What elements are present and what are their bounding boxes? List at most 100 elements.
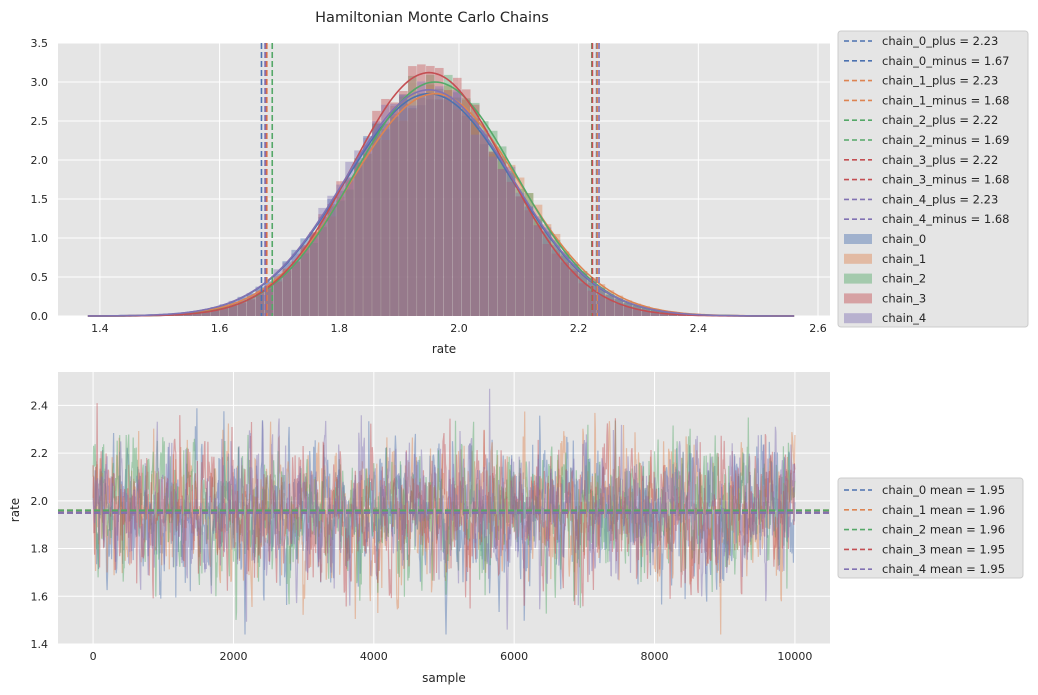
histogram-bar-chain_0 — [327, 198, 336, 316]
histogram-bar-chain_1 — [264, 285, 274, 316]
histogram-bar-chain_3 — [381, 98, 390, 317]
histogram-bar-chain_2 — [444, 74, 453, 316]
histogram-bar-chain_0 — [318, 216, 327, 316]
histogram-bar-chain_0 — [470, 118, 480, 316]
histogram-tick-labels: 1.4 1.6 1.8 2.0 2.2 2.4 2.6 0.0 0.5 1.0 1.5 2.0 2.5 3… — [31, 37, 827, 335]
histogram-bar-chain_4 — [551, 245, 561, 316]
y-tick-label: 1.4 — [31, 638, 49, 651]
legend-entry-label: chain_1 — [882, 252, 926, 266]
histogram-bar-chain_2 — [372, 123, 381, 316]
legend-entry-label: chain_0_plus = 2.23 — [882, 34, 998, 48]
histogram-bar-chain_3 — [354, 162, 363, 316]
histogram-bar-chain_3 — [515, 196, 525, 316]
histogram-bar-chain_2 — [488, 130, 498, 316]
histogram-bar-chain_1 — [569, 263, 579, 316]
y-tick-label: 3.0 — [31, 76, 49, 89]
y-tick-label: 0.0 — [31, 310, 49, 323]
kde-curve-chain_4 — [87, 88, 795, 317]
y-tick-label: 2.2 — [31, 447, 49, 460]
histogram-bar-chain_3 — [470, 104, 480, 316]
histogram-bar-chain_2 — [291, 261, 300, 316]
histogram-bar-chain_2 — [578, 271, 588, 316]
histogram-bar-chain_1 — [363, 153, 372, 316]
histogram-bar-chain_4 — [506, 166, 516, 316]
trace-legend: chain_0 mean = 1.95 chain_1 mean = 1.96 ch… — [837, 477, 1024, 579]
histogram-bar-chain_1 — [210, 308, 220, 316]
histogram-bar-chain_3 — [363, 144, 372, 316]
histogram-interval-lines — [260, 43, 600, 316]
histogram-bar-chain_1 — [309, 232, 318, 316]
histogram-bar-chain_3 — [435, 67, 444, 316]
trace-y-axis-label: rate — [8, 498, 22, 522]
histogram-bar-chain_2 — [201, 311, 211, 316]
histogram-bar-chain_3 — [461, 89, 471, 316]
histogram-bar-chain_3 — [327, 204, 336, 316]
histogram-bar-chain_4 — [632, 306, 642, 316]
histogram-bar-chain_2 — [246, 299, 256, 316]
legend-entry-label: chain_1_minus = 1.68 — [882, 93, 1009, 107]
histogram-bar-chain_1 — [372, 136, 381, 316]
histogram-bar-chain_1 — [417, 97, 426, 317]
histogram-bar-chain_0 — [461, 115, 471, 316]
histogram-bar-chain_0 — [632, 305, 642, 316]
histogram-bar-chain_1 — [327, 216, 336, 316]
histogram-bar-chain_3 — [201, 312, 211, 316]
legend-entry-label: chain_0 — [882, 232, 926, 246]
histogram-bar-chain_2 — [452, 97, 462, 317]
trace-line-chain_0 — [92, 408, 796, 635]
histogram-bar-chain_1 — [255, 290, 265, 316]
histogram-bar-chain_0 — [354, 162, 363, 316]
trace-line-chain_1 — [92, 411, 796, 635]
histogram-bar-chain_4 — [623, 303, 633, 316]
histogram-bar-chain_0 — [417, 105, 426, 316]
histogram-bar-chain_2 — [318, 227, 327, 316]
histogram-bar-chain_0 — [515, 196, 525, 316]
histogram-bar-chain_2 — [470, 102, 480, 317]
histogram-bar-chain_4 — [605, 294, 615, 316]
trace-gridlines — [58, 372, 830, 645]
histogram-bar-chain_0 — [614, 299, 624, 316]
histogram-bar-chain_1 — [515, 177, 525, 316]
histogram-bar-chain_1 — [219, 306, 229, 316]
trace-axes-background — [58, 372, 830, 644]
histogram-bar-chain_1 — [318, 225, 327, 316]
histogram-bar-chain_4 — [399, 94, 408, 317]
histogram-bar-chain_1 — [605, 290, 615, 316]
histogram-bar-chain_3 — [345, 177, 354, 316]
histogram-bar-chain_3 — [632, 309, 642, 316]
histogram-bar-chain_4 — [363, 137, 372, 316]
histogram-bar-chain_3 — [587, 290, 597, 316]
histogram-bar-chain_4 — [578, 272, 588, 316]
histogram-bar-chain_1 — [201, 310, 211, 316]
histogram-bar-chain_1 — [381, 139, 390, 316]
histogram-bar-chain_2 — [228, 305, 238, 316]
histogram-bar-chain_2 — [273, 279, 283, 316]
histogram-bar-chain_2 — [605, 294, 615, 316]
histogram-gridlines — [58, 42, 830, 317]
legend-entry-label: chain_4 mean = 1.95 — [882, 562, 1005, 576]
histogram-bar-chain_4 — [291, 253, 300, 316]
legend-entry-label: chain_2_minus = 1.69 — [882, 133, 1009, 147]
x-tick-label: 6000 — [500, 650, 528, 663]
histogram-bar-chain_1 — [444, 85, 453, 316]
histogram-bar-chain_1 — [452, 109, 462, 316]
x-tick-label: 1.6 — [211, 322, 229, 335]
histogram-bar-chain_3 — [399, 91, 408, 316]
histogram-bar-chain_3 — [614, 303, 624, 316]
x-tick-label: 1.4 — [91, 322, 109, 335]
histogram-bar-chain_4 — [497, 169, 507, 316]
histogram-bar-chain_1 — [614, 295, 624, 316]
histogram-bar-chain_0 — [488, 151, 498, 316]
histogram-bar-chain_0 — [408, 107, 417, 316]
histogram-bar-chain_4 — [488, 156, 498, 316]
histogram-bar-chain_0 — [273, 274, 283, 316]
histogram-bar-chain_4 — [390, 103, 399, 316]
histogram-bar-chain_4 — [246, 293, 256, 316]
y-tick-label: 2.4 — [31, 399, 49, 412]
histogram-bar-chain_4 — [228, 300, 238, 316]
legend-entry-label: chain_3_minus = 1.68 — [882, 173, 1009, 187]
histogram-bar-chain_4 — [255, 288, 265, 316]
y-tick-label: 1.0 — [31, 232, 49, 245]
histogram-bar-chain_2 — [542, 231, 552, 316]
legend-entry-label: chain_3 — [882, 291, 926, 305]
